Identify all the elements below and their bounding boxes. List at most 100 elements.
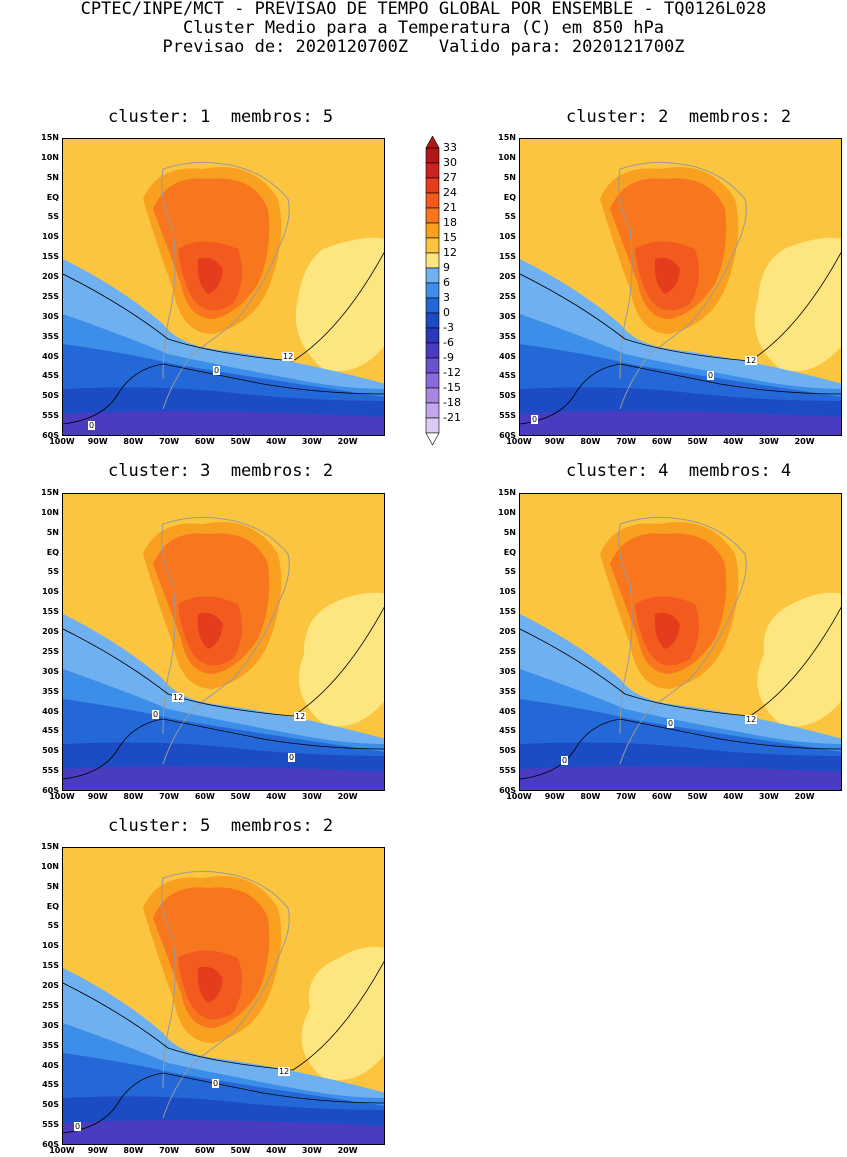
latitude-tick-label: 10N [41,152,59,162]
latitude-tick-label: 30S [42,311,59,321]
latitude-tick-label: 60S [42,431,59,440]
colorbar-level-label: -3 [443,321,454,334]
contour-label: 12 [172,693,185,702]
colorbar-swatch [425,282,440,299]
latitude-tick-label: 15S [42,607,59,617]
latitude-tick-label: 15N [41,842,59,851]
temperature-map-panel [62,847,385,1145]
longitude-tick-label: 40W [266,1146,287,1155]
longitude-tick-label: 60W [194,792,215,801]
latitude-tick-label: 5S [504,212,516,222]
latitude-tick-label: 45S [42,371,59,381]
temperature-map-panel [62,493,385,791]
latitude-tick-label: 10N [498,152,516,162]
latitude-tick-label: 5S [504,567,516,577]
longitude-tick-label: 70W [159,1146,180,1155]
longitude-tick-label: 20W [794,792,815,801]
longitude-tick-label: 90W [544,437,565,446]
latitude-tick-label: EQ [503,547,516,557]
longitude-tick-label: 100W [49,1146,75,1155]
longitude-tick-label: 100W [506,792,532,801]
longitude-tick-label: 100W [506,437,532,446]
longitude-tick-label: 60W [194,1146,215,1155]
temperature-map [520,494,841,790]
contour-label: 12 [745,356,758,365]
temperature-map-panel [519,138,842,436]
colorbar-swatch [425,357,440,374]
panel-title: cluster: 1 membros: 5 [108,107,334,127]
colorbar-level-label: -15 [443,381,461,394]
contour-label: 0 [288,753,296,762]
latitude-tick-label: 60S [499,431,516,440]
contour-label: 12 [282,352,295,361]
latitude-tick-label: 5N [503,527,516,537]
colorbar-swatch [425,417,440,434]
longitude-tick-label: 20W [337,437,358,446]
latitude-tick-label: 10N [498,507,516,517]
latitude-tick-label: 60S [42,786,59,795]
longitude-tick-label: 100W [49,437,75,446]
colorbar-swatch [425,267,440,284]
contour-label: 0 [561,756,569,765]
header-line-3: Previsao de: 2020120700Z Valido para: 20… [162,37,685,57]
colorbar-level-label: -18 [443,396,461,409]
contour-label: 12 [745,715,758,724]
longitude-tick-label: 80W [123,437,144,446]
latitude-tick-label: 40S [499,351,516,361]
temperature-map-panel [62,138,385,436]
latitude-tick-label: 35S [499,686,516,696]
latitude-tick-label: 35S [42,1040,59,1050]
longitude-tick-label: 80W [123,1146,144,1155]
longitude-tick-label: 30W [301,1146,322,1155]
latitude-tick-label: 15S [499,607,516,617]
colorbar-swatch [425,327,440,344]
latitude-tick-label: 50S [42,1100,59,1110]
latitude-tick-label: 40S [499,706,516,716]
temperature-map-panel [519,493,842,791]
longitude-tick-label: 80W [123,792,144,801]
latitude-tick-label: 40S [42,706,59,716]
panel-title: cluster: 3 membros: 2 [108,461,334,481]
latitude-tick-label: 20S [42,981,59,991]
temperature-map [520,139,841,435]
latitude-tick-label: EQ [46,192,59,202]
contour-label: 12 [278,1067,291,1076]
longitude-tick-label: 70W [616,437,637,446]
colorbar-level-label: 9 [443,261,450,274]
latitude-tick-label: 55S [499,411,516,421]
header-line-1: CPTEC/INPE/MCT - PREVISAO DE TEMPO GLOBA… [80,0,767,19]
panel-title: cluster: 2 membros: 2 [566,107,792,127]
latitude-tick-label: 15N [498,488,516,497]
longitude-tick-label: 40W [266,437,287,446]
longitude-tick-label: 90W [544,792,565,801]
header-line-2: Cluster Medio para a Temperatura (C) em … [182,18,665,38]
contour-label: 0 [74,1122,82,1131]
colorbar-swatch [425,297,440,314]
colorbar-swatch [425,372,440,389]
longitude-tick-label: 70W [616,792,637,801]
latitude-tick-label: 30S [499,311,516,321]
longitude-tick-label: 80W [580,792,601,801]
latitude-tick-label: 10S [42,941,59,951]
contour-label: 0 [152,710,160,719]
colorbar-swatch [425,252,440,269]
latitude-tick-label: 50S [42,391,59,401]
latitude-tick-label: 35S [499,331,516,341]
colorbar-swatch [425,207,440,224]
latitude-tick-label: 50S [499,391,516,401]
longitude-tick-label: 70W [159,792,180,801]
latitude-tick-label: 10S [499,587,516,597]
longitude-tick-label: 50W [687,437,708,446]
contour-label: 0 [707,371,715,380]
latitude-tick-label: EQ [503,192,516,202]
latitude-tick-label: EQ [46,901,59,911]
latitude-tick-label: 15N [41,488,59,497]
colorbar-swatch [425,177,440,194]
colorbar-level-label: -12 [443,366,461,379]
latitude-tick-label: 50S [42,746,59,756]
panel-title: cluster: 4 membros: 4 [566,461,792,481]
longitude-tick-label: 40W [266,792,287,801]
colorbar-bar [425,136,440,446]
latitude-tick-label: 5S [47,567,59,577]
latitude-tick-label: 5N [503,172,516,182]
